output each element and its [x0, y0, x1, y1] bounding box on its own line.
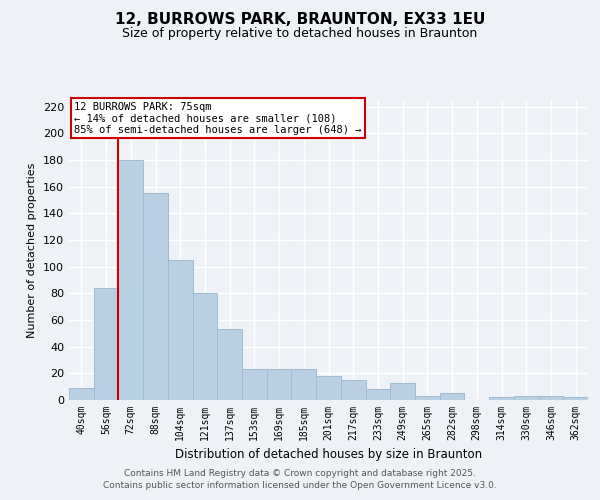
Bar [440, 394, 464, 400]
Bar [168, 260, 193, 400]
Bar [193, 294, 217, 400]
Bar [341, 380, 365, 400]
Bar [217, 330, 242, 400]
Bar [539, 396, 563, 400]
Bar [489, 398, 514, 400]
Text: 12, BURROWS PARK, BRAUNTON, EX33 1EU: 12, BURROWS PARK, BRAUNTON, EX33 1EU [115, 12, 485, 28]
Bar [69, 388, 94, 400]
Bar [267, 370, 292, 400]
Bar [292, 370, 316, 400]
Bar [118, 160, 143, 400]
Bar [390, 382, 415, 400]
Bar [514, 396, 539, 400]
Bar [94, 288, 118, 400]
Bar [415, 396, 440, 400]
Text: Size of property relative to detached houses in Braunton: Size of property relative to detached ho… [122, 28, 478, 40]
Bar [365, 390, 390, 400]
Bar [316, 376, 341, 400]
Text: Contains public sector information licensed under the Open Government Licence v3: Contains public sector information licen… [103, 481, 497, 490]
Bar [143, 194, 168, 400]
Bar [242, 370, 267, 400]
Text: Contains HM Land Registry data © Crown copyright and database right 2025.: Contains HM Land Registry data © Crown c… [124, 468, 476, 477]
Bar [563, 398, 588, 400]
X-axis label: Distribution of detached houses by size in Braunton: Distribution of detached houses by size … [175, 448, 482, 462]
Y-axis label: Number of detached properties: Number of detached properties [28, 162, 37, 338]
Text: 12 BURROWS PARK: 75sqm
← 14% of detached houses are smaller (108)
85% of semi-de: 12 BURROWS PARK: 75sqm ← 14% of detached… [74, 102, 362, 134]
